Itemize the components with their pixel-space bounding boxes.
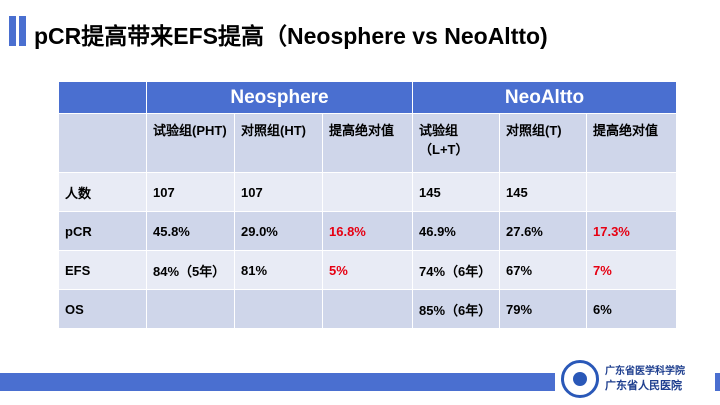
row-label: EFS [58,250,147,290]
table-cell: 6% [586,289,677,329]
subheader-cell: 对照组(HT) [234,113,323,173]
hospital-seal-icon [561,360,599,398]
table-row: EFS 84%（5年） 81% 5% 74%（6年） 67% 7% [58,250,677,290]
table-cell [234,289,323,329]
hospital-logo: 广东省医学科学院 广东省人民医院 [555,356,715,402]
logo-text-hospital: 广东省人民医院 [605,380,682,392]
row-label: OS [58,289,147,329]
footer-band [0,373,720,391]
subheader-cell: 试验组(PHT) [146,113,235,173]
row-label: 人数 [58,172,147,212]
group-header-neosphere: Neosphere [146,81,413,114]
table-cell-highlight: 5% [322,250,413,290]
group-header-neoaltto: NeoAltto [412,81,677,114]
subheader-cell [58,113,147,173]
table-group-header-row: Neosphere NeoAltto [58,81,677,114]
table-cell: 79% [499,289,587,329]
row-label: pCR [58,211,147,251]
table-row: 人数 107 107 145 145 [58,172,677,212]
table-cell-highlight: 16.8% [322,211,413,251]
table-cell: 29.0% [234,211,323,251]
table-cell: 107 [234,172,323,212]
table-cell: 45.8% [146,211,235,251]
table-cell: 84%（5年） [146,250,235,290]
title-accent-bar [9,16,16,46]
table-cell: 107 [146,172,235,212]
table-cell: 81% [234,250,323,290]
table-cell-highlight: 7% [586,250,677,290]
table-subheader-row: 试验组(PHT) 对照组(HT) 提高绝对值 试验组 （L+T） 对照组(T) … [58,113,677,173]
subheader-cell: 提高绝对值 [586,113,677,173]
comparison-table: Neosphere NeoAltto 试验组(PHT) 对照组(HT) 提高绝对… [58,81,677,329]
table-cell: 46.9% [412,211,500,251]
subheader-cell: 对照组(T) [499,113,587,173]
table-cell: 85%（6年） [412,289,500,329]
table-cell-highlight: 17.3% [586,211,677,251]
table-cell: 27.6% [499,211,587,251]
table-cell [322,172,413,212]
table-cell: 74%（6年） [412,250,500,290]
table-cell [146,289,235,329]
slide-title: pCR提高带来EFS提高（Neosphere vs NeoAltto) [34,23,548,49]
title-accent-bar [19,16,26,46]
group-header-cell [58,81,147,114]
table-cell: 145 [412,172,500,212]
table-cell: 67% [499,250,587,290]
table-row: pCR 45.8% 29.0% 16.8% 46.9% 27.6% 17.3% [58,211,677,251]
table-row: OS 85%（6年） 79% 6% [58,289,677,329]
subheader-cell: 提高绝对值 [322,113,413,173]
subheader-cell: 试验组 （L+T） [412,113,500,173]
logo-text-academy: 广东省医学科学院 [605,366,685,377]
table-cell [586,172,677,212]
table-cell [322,289,413,329]
table-cell: 145 [499,172,587,212]
